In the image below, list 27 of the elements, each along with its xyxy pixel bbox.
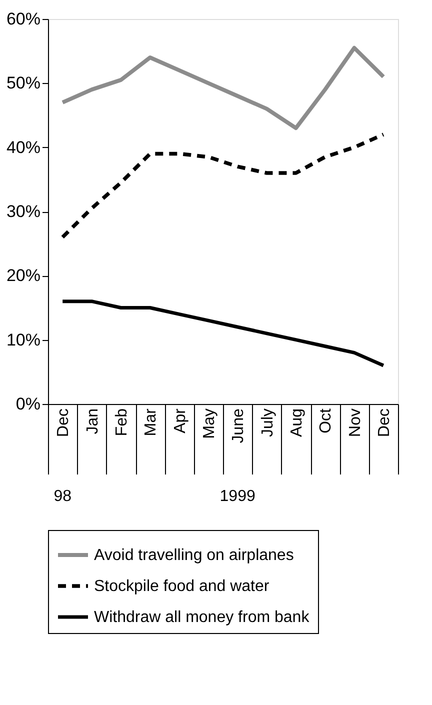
x-tick-label: Oct (318, 408, 335, 434)
x-tick-label: Jan (84, 408, 102, 434)
x-tick-label: May (200, 408, 218, 439)
y-tick-label: 40% (6, 138, 40, 157)
x-tick-label: Mar (142, 408, 160, 436)
text: 98 (54, 488, 72, 505)
y-tick-label: 30% (6, 202, 40, 221)
line-series (60, 132, 386, 240)
x-tick-label: Feb (113, 408, 130, 436)
x-tick-label: July (259, 408, 276, 437)
x-tick-label: Nov (346, 408, 364, 437)
x-tick-label: Dec (55, 408, 72, 437)
x-tick-label: Aug (288, 408, 306, 437)
y-tick-label: 0% (16, 394, 40, 414)
legend-label: Withdraw all money from bank (94, 609, 310, 626)
legend-label: Stockpile food and water (94, 578, 270, 595)
y-tick-label: 50% (6, 74, 40, 93)
y-tick-label: 10% (6, 330, 40, 350)
line-series (60, 300, 386, 368)
x-tick-label: Apr (172, 408, 189, 434)
y-tick-label: 20% (6, 266, 40, 286)
y-tick-label: 60% (6, 10, 40, 28)
text: 1999 (220, 488, 256, 505)
x-tick-label: June (230, 408, 248, 444)
legend-label: Avoid travelling on airplanes (94, 547, 294, 564)
line-series (60, 46, 386, 130)
x-tick-label: Dec (376, 408, 393, 437)
